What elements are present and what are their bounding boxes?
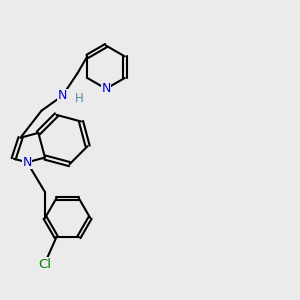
Text: N: N [22, 156, 32, 169]
Text: Cl: Cl [38, 258, 51, 271]
Text: H: H [75, 92, 83, 105]
Text: N: N [58, 89, 67, 102]
Text: N: N [101, 82, 111, 95]
